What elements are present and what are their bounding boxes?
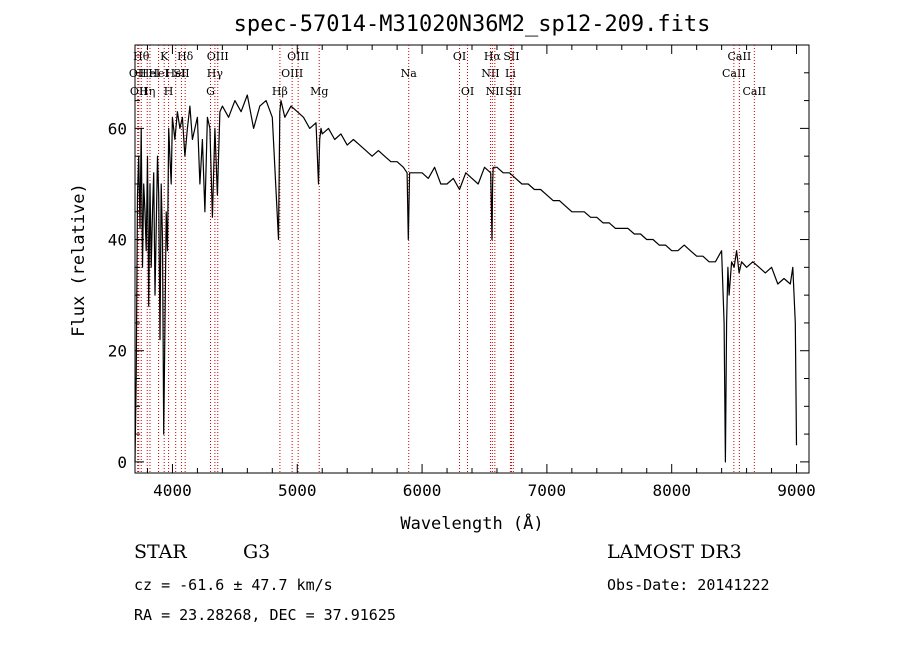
spectral-line-label: HeI xyxy=(148,67,168,80)
spectral-line-label: NII xyxy=(481,67,499,80)
spectral-line-label: OIII xyxy=(207,50,229,63)
ra-dec: RA = 23.28268, DEC = 37.91625 xyxy=(134,606,396,624)
spectral-line-label: SII xyxy=(503,50,519,63)
series-layer xyxy=(134,94,798,463)
spectral-line-label: H xyxy=(164,85,174,98)
spectral-line-label: Na xyxy=(401,67,418,80)
spectral-line-markers: OIIOIIHθHηHeIHeIKHHeISIIHδGHγOIIIHβOIIIO… xyxy=(129,45,766,473)
x-tick-label: 4000 xyxy=(153,481,192,500)
spectral-line-label: Hη xyxy=(139,85,155,98)
spectral-line-label: OI xyxy=(453,50,466,63)
spectral-line-label: OII xyxy=(130,85,148,98)
spectral-line-label: Hγ xyxy=(207,67,224,80)
y-tick-label: 60 xyxy=(108,119,127,138)
spectral-line-label: K xyxy=(160,50,169,63)
spectral-line-label: Hβ xyxy=(272,85,288,98)
spectral-line-label: Hδ xyxy=(177,50,194,63)
spectral-line-label: SII xyxy=(505,85,521,98)
plot-frame xyxy=(134,44,810,474)
spectral-line-label: Hα xyxy=(484,50,502,63)
observation-date: Obs-Date: 20141222 xyxy=(607,576,770,594)
redshift-cz: cz = -61.6 ± 47.7 km/s xyxy=(134,576,333,594)
survey-name: LAMOST DR3 xyxy=(607,541,742,563)
y-axis-label: Flux (relative) xyxy=(69,183,89,337)
spectral-line-label: CaII xyxy=(742,85,766,98)
spectral-line-label: OII xyxy=(129,67,147,80)
spectral-line-label: HeI xyxy=(140,67,160,80)
object-subclass: G3 xyxy=(243,541,270,563)
spectral-line-label: OI xyxy=(461,85,474,98)
spectral-line-label: G xyxy=(206,85,215,98)
x-axis-label: Wavelength (Å) xyxy=(400,512,543,534)
spectral-line-label: NII xyxy=(486,85,504,98)
x-tick-label: 8000 xyxy=(652,481,691,500)
spectrum-line xyxy=(134,94,798,463)
x-tick-label: 6000 xyxy=(403,481,442,500)
spectral-line-label: Mg xyxy=(310,85,328,98)
spectral-line-label: SII xyxy=(173,67,189,80)
y-tick-label: 40 xyxy=(108,231,127,250)
chart-title: spec-57014-M31020N36M2_sp12-209.fits xyxy=(234,12,711,37)
spectral-line-label: CaII xyxy=(722,67,746,80)
y-tick-label: 0 xyxy=(117,453,127,472)
spectral-line-label: OIII xyxy=(281,67,303,80)
spectral-line-label: HeI xyxy=(165,67,185,80)
object-class: STAR xyxy=(134,541,187,563)
spectral-line-label: CaII xyxy=(728,50,752,63)
axis-ticks: 4000 5000 6000 7000 8000 9000 0 20 40 60 xyxy=(108,45,816,500)
x-tick-label: 7000 xyxy=(528,481,567,500)
x-tick-label: 5000 xyxy=(278,481,317,500)
x-tick-label: 9000 xyxy=(777,481,816,500)
spectral-line-label: Li xyxy=(505,67,516,80)
spectral-line-label: Hθ xyxy=(133,50,150,63)
spectral-line-label: OIII xyxy=(287,50,309,63)
y-tick-label: 20 xyxy=(108,342,127,361)
